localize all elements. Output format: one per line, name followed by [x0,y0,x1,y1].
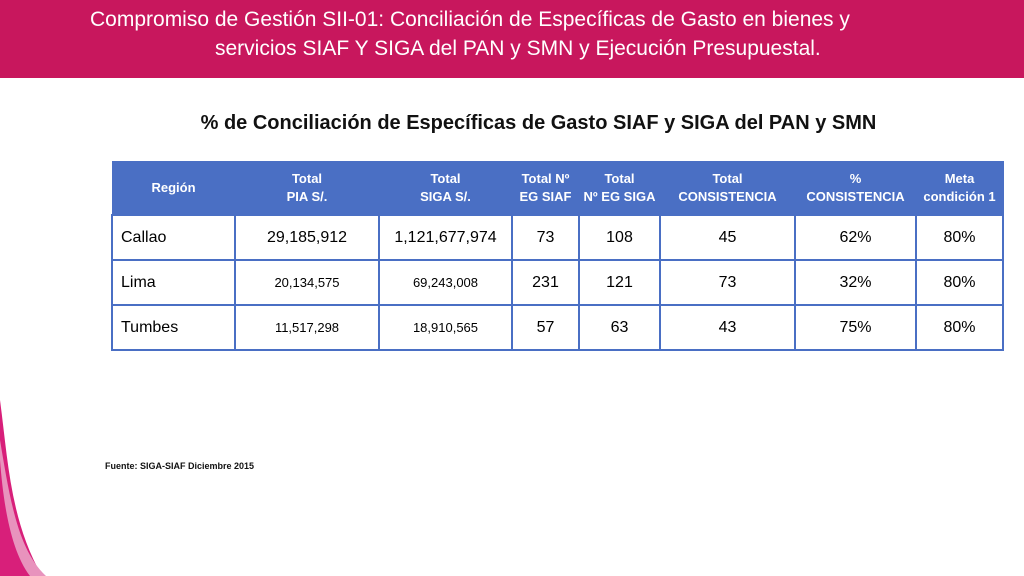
conciliation-table: Región Total PIA S/. Total SIGA S/. Total … [111,161,1004,351]
table-row: Lima 20,134,575 69,243,008 231 121 73 32… [111,259,1004,306]
cell-consistencia: 45 [659,214,796,261]
cell-pct-consistencia: 32% [794,259,917,306]
cell-eg-siga: 121 [578,259,661,306]
slide-title-line-2: servicios SIAF Y SIGA del PAN y SMN y Ej… [215,37,821,60]
cell-total-pia: 11,517,298 [234,304,380,351]
cell-eg-siga: 63 [578,304,661,351]
cell-total-siga: 18,910,565 [378,304,513,351]
cell-region: Callao [111,214,236,261]
cell-total-siga: 69,243,008 [378,259,513,306]
decorative-curve [0,400,46,576]
cell-eg-siaf: 231 [511,259,580,306]
cell-meta: 80% [915,304,1004,351]
cell-eg-siga: 108 [578,214,661,261]
cell-region: Tumbes [111,304,236,351]
table-row: Callao 29,185,912 1,121,677,974 73 108 4… [111,214,1004,261]
cell-consistencia: 73 [659,259,796,306]
header-total-pia: Total PIA S/. [234,161,380,216]
header-meta: Meta condición 1 [915,161,1004,216]
header-region: Región [111,161,236,216]
header-band [0,0,1024,78]
source-note: Fuente: SIGA-SIAF Diciembre 2015 [105,461,255,471]
header-total-siga: Total SIGA S/. [378,161,513,216]
cell-meta: 80% [915,259,1004,306]
header-pct-consistencia: % CONSISTENCIA [794,161,917,216]
header-total-consistencia: Total CONSISTENCIA [659,161,796,216]
cell-eg-siaf: 73 [511,214,580,261]
cell-total-pia: 20,134,575 [234,259,380,306]
header-total-eg-siaf: Total Nº EG SIAF [511,161,580,216]
cell-total-pia: 29,185,912 [234,214,380,261]
cell-eg-siaf: 57 [511,304,580,351]
cell-total-siga: 1,121,677,974 [378,214,513,261]
cell-consistencia: 43 [659,304,796,351]
table-header-row: Región Total PIA S/. Total SIGA S/. Total … [111,161,1004,216]
cell-pct-consistencia: 75% [794,304,917,351]
table-row: Tumbes 11,517,298 18,910,565 57 63 43 75… [111,304,1004,351]
cell-region: Lima [111,259,236,306]
table-title: % de Conciliación de Específicas de Gast… [200,112,877,134]
slide-title-line-1: Compromiso de Gestión SII-01: Conciliaci… [90,8,850,31]
cell-pct-consistencia: 62% [794,214,917,261]
header-total-eg-siga: Total Nº EG SIGA [578,161,661,216]
cell-meta: 80% [915,214,1004,261]
